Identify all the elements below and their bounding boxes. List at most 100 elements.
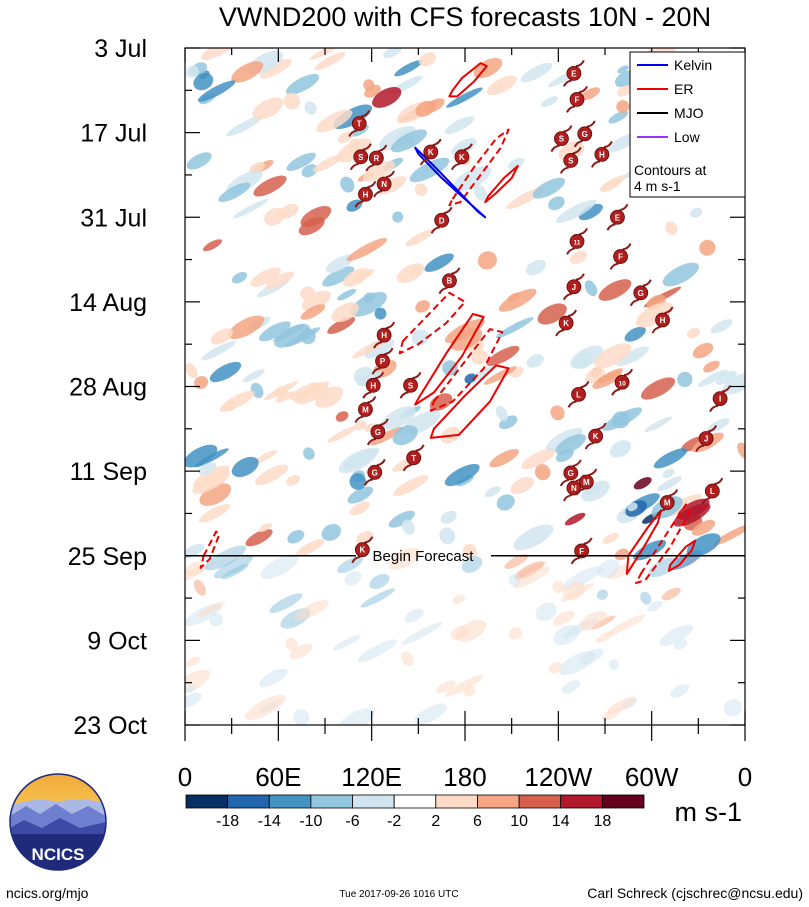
- shading-cell: [532, 177, 566, 199]
- shading-cell: [362, 160, 396, 182]
- colorbar-label: -2: [387, 813, 401, 830]
- shading-cell: [510, 476, 534, 495]
- shading-cell: [343, 447, 380, 470]
- y-axis: 3 Jul 17 Jul 31 Jul 14 Aug 28 Aug 11 Sep 25 Se…: [68, 35, 745, 740]
- storm-label: K: [593, 432, 599, 441]
- shading-cell: [495, 317, 534, 339]
- x-axis: 0 60E 120E 180 120W 60W 0: [178, 48, 752, 792]
- shading-cell: [349, 501, 370, 516]
- shading-cell: [444, 463, 480, 487]
- storm-symbol: J: [695, 425, 718, 452]
- logo-text: NCICS: [32, 845, 85, 864]
- shading-cell: [295, 539, 325, 557]
- shading-cell: [388, 547, 420, 570]
- shading-cell: [442, 360, 458, 376]
- shading-cell: [699, 239, 716, 256]
- shading-cell: [201, 340, 236, 361]
- shading-cell: [665, 221, 678, 235]
- shading-cell: [659, 624, 694, 646]
- shading-cell: [260, 554, 299, 579]
- shading-cell: [304, 101, 317, 115]
- colorbar-swatch: [352, 794, 395, 809]
- shading-cell: [581, 87, 601, 101]
- storm-label: S: [358, 153, 364, 162]
- shading-cell: [337, 288, 357, 301]
- storm-label: N: [571, 484, 577, 493]
- shading-cell: [278, 203, 299, 219]
- shading-cell: [354, 420, 367, 431]
- shading-cell: [484, 486, 501, 498]
- colorbar-swatch: [560, 794, 603, 809]
- shading-cell: [558, 651, 596, 676]
- shading-cell: [411, 329, 429, 346]
- shading-cell: [344, 571, 362, 586]
- shading-cell: [715, 371, 737, 385]
- shading-cell: [429, 393, 453, 411]
- shading-cell: [561, 680, 581, 694]
- storm-label: P: [380, 357, 386, 366]
- shading-cell: [508, 573, 521, 586]
- shading-cell: [312, 154, 343, 173]
- shading-cell: [383, 48, 402, 59]
- shading-cell: [209, 361, 242, 383]
- shading-cell: [274, 386, 288, 398]
- storm-symbol: F: [566, 85, 588, 113]
- shading-cell: [326, 255, 353, 273]
- shading-cell: [424, 253, 454, 272]
- colorbar-label: -18: [216, 813, 239, 830]
- y-tick-label: 31 Jul: [80, 204, 147, 232]
- colorbar-label: 14: [552, 813, 570, 830]
- y-tick-label: 9 Oct: [87, 627, 147, 655]
- shading-cell: [286, 73, 320, 95]
- storm-symbol: K: [450, 143, 473, 171]
- shading-cell: [463, 543, 477, 559]
- legend-note-line1: Contours at: [634, 162, 706, 178]
- shading-cell: [640, 377, 676, 400]
- shading-cell: [415, 300, 430, 313]
- x-tick-label: 120E: [341, 762, 402, 792]
- storm-symbol: S: [559, 147, 582, 174]
- shading-cell: [340, 176, 355, 193]
- shading-cell: [597, 559, 620, 578]
- shading-cell: [564, 512, 586, 526]
- shading-cell: [463, 685, 476, 697]
- shading-cell: [218, 182, 251, 203]
- shading-cell: [648, 557, 678, 578]
- shading-cell: [513, 524, 554, 551]
- shading-cell: [534, 464, 551, 481]
- shading-cell: [722, 372, 745, 395]
- shading-cell: [498, 288, 537, 312]
- shading-cell: [245, 529, 273, 547]
- storm-symbol: K: [555, 309, 578, 337]
- colorbar-label: -14: [258, 813, 281, 830]
- shading-cell: [381, 406, 416, 430]
- shading-cell: [673, 503, 711, 527]
- storm-symbol: G: [573, 120, 596, 148]
- storm-symbol: R: [365, 144, 388, 172]
- shading-cell: [609, 440, 632, 458]
- shading-cell: [396, 263, 425, 283]
- shading-cell: [710, 319, 733, 334]
- storm-label: T: [411, 454, 416, 463]
- shading-cell: [374, 307, 387, 320]
- shading-cell: [548, 196, 565, 211]
- shading-cell: [673, 638, 688, 650]
- shading-cell: [193, 579, 206, 596]
- shading-cell: [314, 52, 346, 71]
- shading-cell: [259, 321, 291, 342]
- er-contour: [635, 503, 690, 584]
- shading-cell: [197, 80, 236, 102]
- x-tick-label: 0: [178, 762, 192, 792]
- x-tick-label: 180: [443, 762, 486, 792]
- storm-symbol: M: [354, 396, 377, 423]
- legend-label-er: ER: [674, 81, 693, 97]
- shading-cell: [555, 199, 597, 224]
- shading-cell: [401, 651, 414, 667]
- ncics-logo: NCICS: [9, 773, 107, 871]
- shading-cell: [363, 338, 395, 359]
- storm-symbol: H: [354, 180, 377, 208]
- shading-cell: [598, 279, 632, 301]
- shading-cell: [185, 684, 197, 693]
